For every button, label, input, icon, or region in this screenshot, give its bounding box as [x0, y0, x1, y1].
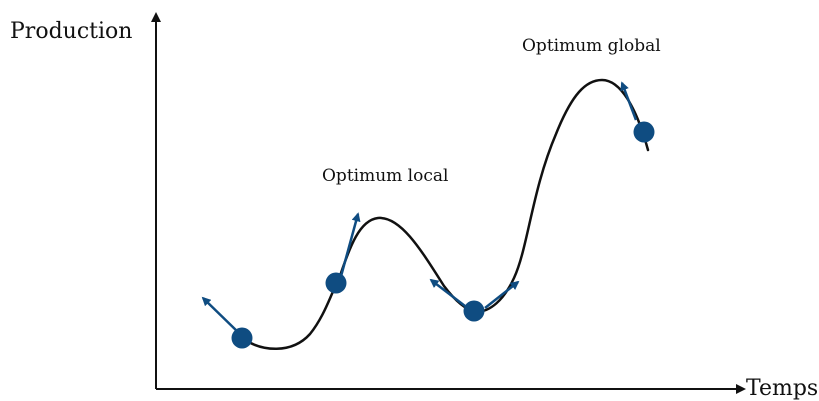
- point-marker-3: [463, 300, 485, 322]
- production-curve: [240, 78, 650, 350]
- point-marker-2: [325, 272, 347, 294]
- x-axis-label: Temps: [746, 376, 819, 401]
- point-marker-4: [633, 121, 655, 143]
- gradient-arrow-1: [201, 296, 241, 335]
- local-optimum-label: Optimum local: [322, 166, 449, 186]
- gradient-arrow-2: [338, 212, 361, 281]
- gradient-arrow-3-right: [484, 280, 520, 309]
- gradient-arrow-4: [620, 81, 638, 121]
- y-axis-label: Production: [10, 19, 133, 44]
- gradient-arrow-3-left: [429, 278, 466, 307]
- point-marker-1: [231, 327, 253, 349]
- global-optimum-label: Optimum global: [522, 36, 661, 56]
